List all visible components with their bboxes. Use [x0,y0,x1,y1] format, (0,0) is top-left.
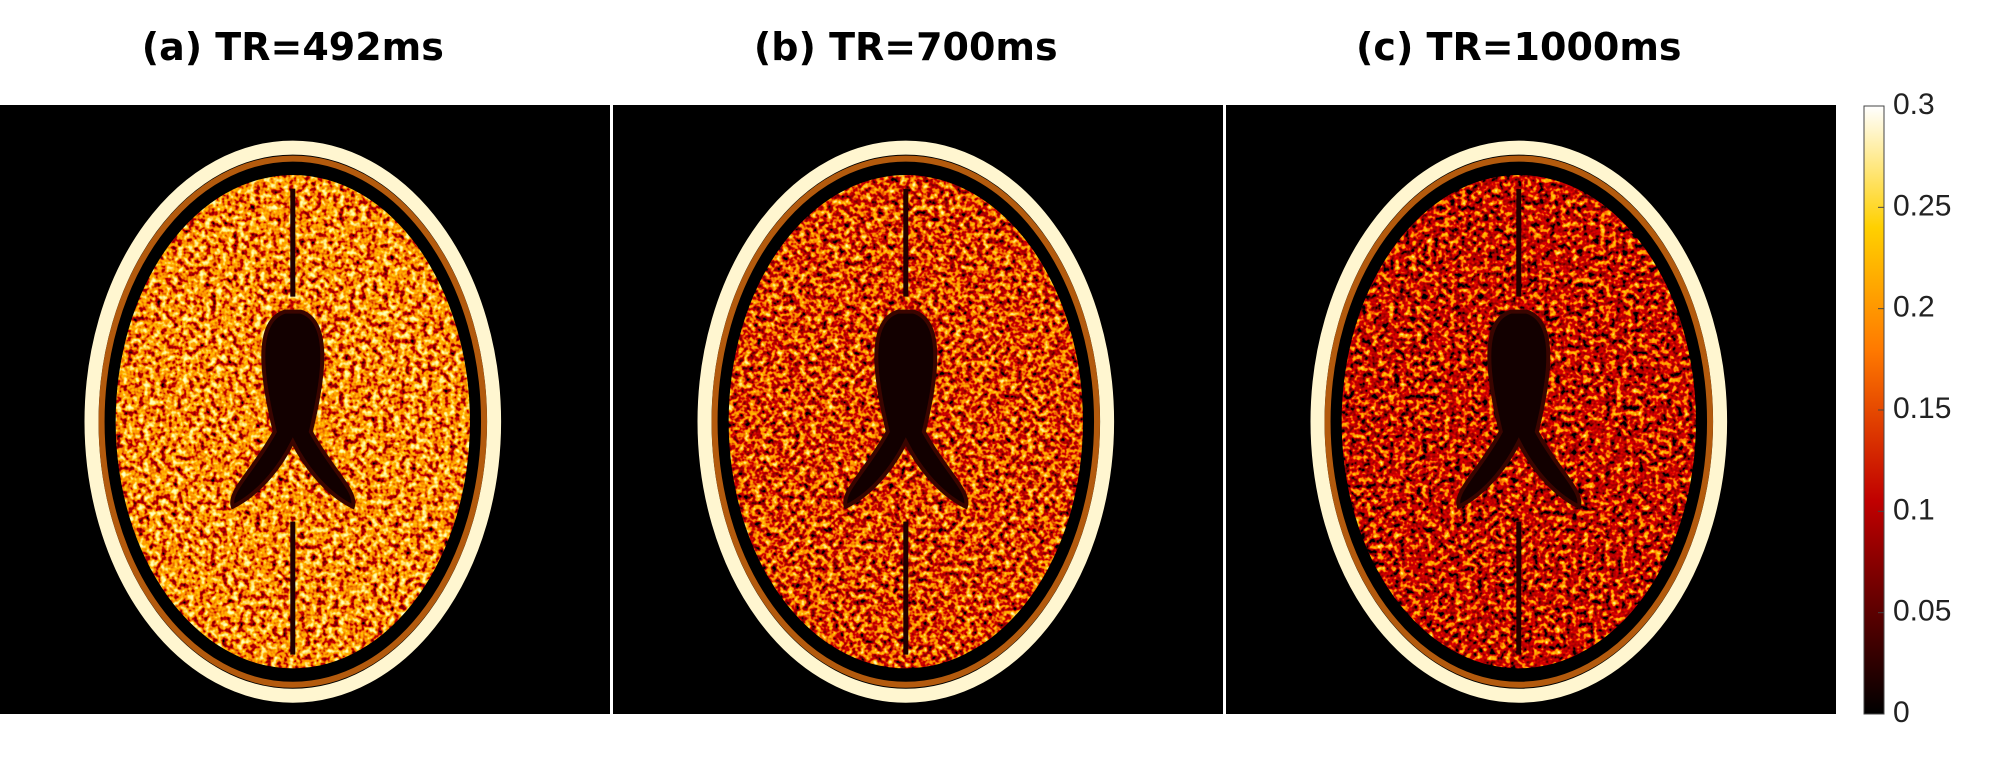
tick-label: 0.3 [1893,88,1935,121]
scalp-ring [711,155,1101,688]
tick-label: 0.1 [1893,493,1935,526]
skull-ring [84,140,502,703]
panel-title: (c) TR=1000ms [1356,25,1682,69]
panel-title: (b) TR=700ms [754,25,1058,69]
ventricles [843,309,969,510]
tick-label: 0 [1893,696,1910,729]
scalp-ring [1324,155,1714,688]
skull-ring [697,140,1115,703]
ventricles [1456,309,1582,510]
tick-label: 0.05 [1893,595,1951,628]
skull-ring [1310,140,1728,703]
tick-label: 0.2 [1893,291,1935,324]
tick-label: 0.15 [1893,392,1951,425]
panel-title: (a) TR=492ms [142,25,444,69]
ventricles [230,309,356,510]
tick-label: 0.25 [1893,189,1951,222]
scalp-ring [98,155,488,688]
colorbar-ticks: 0 0.05 0.1 0.15 0.2 0.25 0.3 [1878,88,1951,729]
panels: (a) TR=492ms (b) TR=700ms (c) TR=1000ms [0,25,1836,714]
